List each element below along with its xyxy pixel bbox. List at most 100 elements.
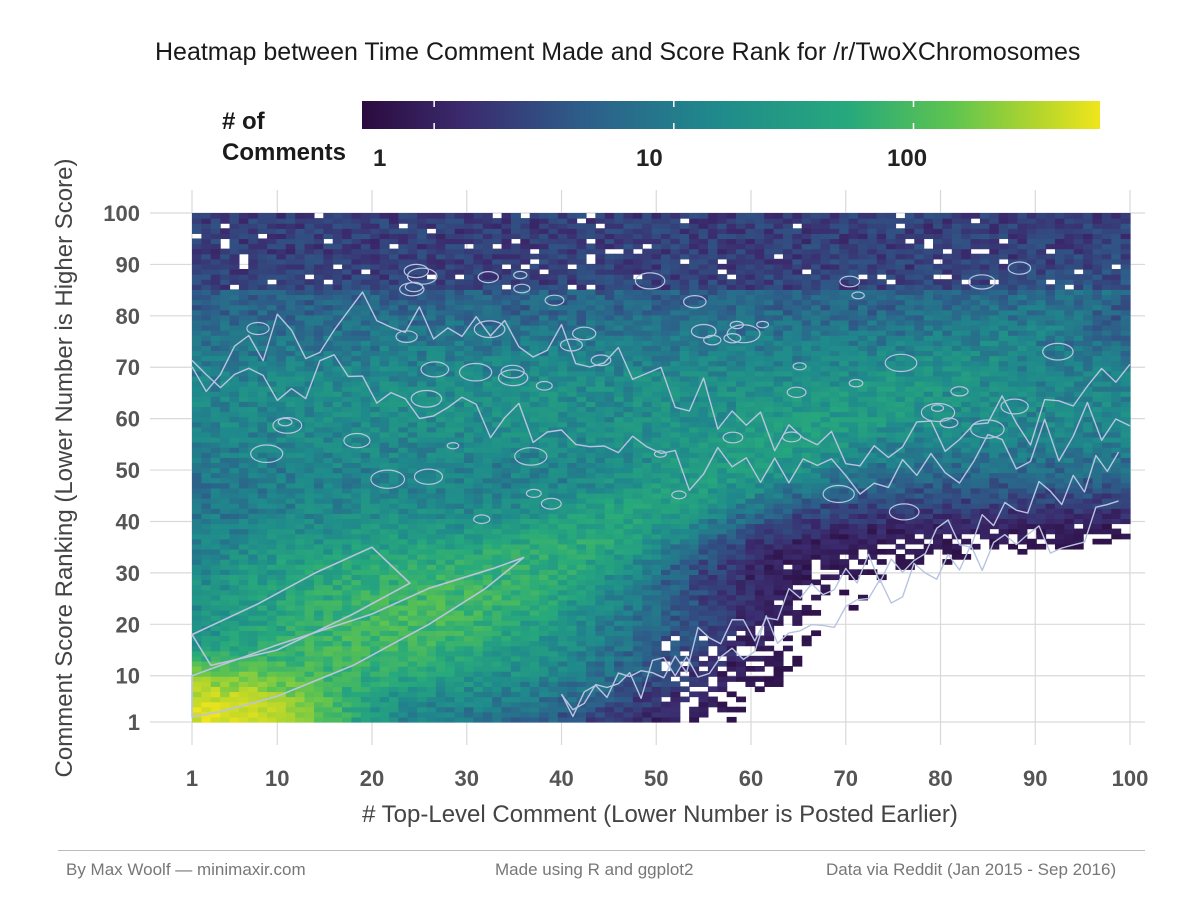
heatmap-cell: [473, 523, 484, 530]
heatmap-cell: [567, 457, 578, 464]
heatmap-cell: [707, 579, 718, 586]
heatmap-cell: [398, 701, 409, 708]
heatmap-cell: [595, 421, 606, 428]
heatmap-cell: [295, 574, 306, 581]
heatmap-cell: [398, 401, 409, 408]
heatmap-cell: [351, 620, 362, 626]
heatmap-cell: [895, 559, 906, 565]
heatmap-cell: [276, 554, 287, 560]
heatmap-cell: [201, 660, 212, 667]
heatmap-cell: [567, 635, 578, 642]
heatmap-cell: [736, 574, 747, 581]
heatmap-cell: [313, 716, 324, 723]
heatmap-cell: [670, 559, 681, 565]
heatmap-cell: [435, 411, 446, 418]
heatmap-cell: [417, 686, 428, 693]
heatmap-cell: [417, 681, 428, 687]
heatmap-cell: [370, 416, 381, 423]
heatmap-cell: [276, 696, 287, 703]
heatmap-cell: [426, 416, 437, 423]
heatmap-cell: [576, 487, 587, 494]
heatmap-cell: [998, 533, 1009, 540]
heatmap-cell: [520, 584, 531, 591]
heatmap-cell: [285, 660, 296, 667]
heatmap-cell: [614, 716, 625, 723]
heatmap-cell: [829, 559, 840, 565]
heatmap-cell: [276, 625, 287, 631]
heatmap-cell: [510, 472, 521, 479]
heatmap-cell: [388, 548, 399, 555]
heatmap-cell: [886, 421, 897, 428]
heatmap-cell: [520, 569, 531, 575]
heatmap-cell: [257, 640, 268, 647]
heatmap-cell: [529, 594, 540, 601]
heatmap-cell: [567, 503, 578, 509]
heatmap-cell: [407, 681, 418, 687]
heatmap-cell: [820, 498, 831, 504]
heatmap-cell: [276, 411, 287, 418]
heatmap-cell: [585, 584, 596, 591]
heatmap-cell: [707, 416, 718, 423]
heatmap-cell: [661, 579, 671, 586]
heatmap-cell: [360, 472, 371, 479]
heatmap-cell: [782, 594, 793, 601]
heatmap-cell: [342, 447, 353, 453]
heatmap-cell: [351, 676, 362, 682]
heatmap-cell: [388, 630, 399, 637]
heatmap-cell: [482, 508, 493, 514]
heatmap-cell: [351, 523, 362, 530]
heatmap-cell: [801, 503, 812, 509]
heatmap-cell: [820, 406, 831, 413]
heatmap-cell: [623, 416, 634, 423]
heatmap-cell: [304, 635, 315, 642]
heatmap-cell: [238, 625, 249, 631]
heatmap-cell: [388, 660, 399, 667]
heatmap-cell: [351, 447, 362, 453]
heatmap-cell: [548, 655, 559, 662]
heatmap-cell: [689, 436, 700, 443]
heatmap-cell: [726, 431, 737, 438]
heatmap-cell: [323, 447, 334, 453]
heatmap-cell: [285, 620, 296, 626]
heatmap-cell: [623, 620, 634, 626]
heatmap-cell: [360, 681, 371, 687]
heatmap-cell: [642, 620, 653, 626]
heatmap-cell: [360, 696, 371, 703]
heatmap-cell: [614, 625, 625, 631]
heatmap-cell: [576, 640, 587, 647]
heatmap-cell: [820, 523, 831, 530]
heatmap-cell: [482, 711, 493, 718]
heatmap-cell: [285, 554, 296, 560]
heatmap-cell: [201, 574, 212, 581]
heatmap-cell: [398, 716, 409, 723]
heatmap-cell: [220, 655, 231, 662]
heatmap-cell: [417, 518, 428, 525]
heatmap-cell: [867, 482, 878, 489]
heatmap-cell: [689, 421, 700, 428]
heatmap-cell: [717, 686, 728, 693]
heatmap-cell: [398, 645, 409, 652]
heatmap-cell: [342, 599, 353, 606]
heatmap-cell: [829, 426, 840, 433]
heatmap-cell: [501, 548, 512, 555]
heatmap-cell: [736, 498, 747, 504]
heatmap-cell: [304, 411, 315, 418]
heatmap-cell: [520, 574, 531, 581]
heatmap-cell: [201, 447, 212, 453]
heatmap-cell: [857, 508, 868, 514]
heatmap-cell: [651, 533, 662, 540]
heatmap-cell: [464, 523, 474, 530]
heatmap-cell: [1064, 447, 1075, 453]
heatmap-cell: [220, 640, 231, 647]
heatmap-cell: [229, 554, 240, 560]
heatmap-cell: [360, 523, 371, 530]
heatmap-cell: [454, 406, 465, 413]
heatmap-cell: [1083, 431, 1094, 438]
heatmap-cell: [792, 401, 803, 408]
heatmap-cell: [632, 554, 643, 560]
heatmap-cell: [192, 569, 202, 575]
heatmap-cell: [426, 676, 437, 682]
heatmap-cell: [557, 492, 568, 499]
heatmap-cell: [220, 518, 231, 525]
heatmap-cell: [1092, 436, 1103, 443]
